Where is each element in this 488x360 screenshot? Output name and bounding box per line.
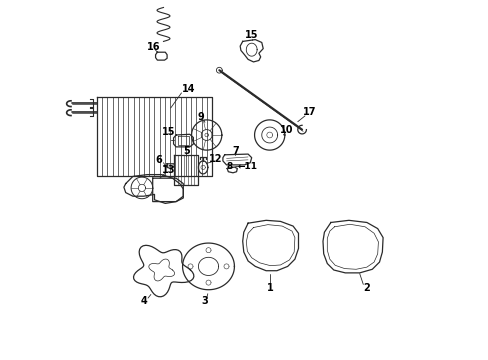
Text: 5: 5 [183,146,189,156]
Text: 8: 8 [226,162,233,171]
Text: 7: 7 [232,146,238,156]
Text: 15: 15 [244,30,258,40]
Text: 16: 16 [146,42,160,52]
Text: 1: 1 [266,283,273,293]
Text: 9: 9 [198,112,204,122]
Text: 3: 3 [201,296,208,306]
Text: 13: 13 [162,165,175,175]
Text: 17: 17 [302,107,315,117]
Text: 14: 14 [182,84,195,94]
Text: 6: 6 [156,155,162,165]
Text: 4: 4 [141,296,147,306]
Text: 12: 12 [208,154,222,164]
Text: 15: 15 [162,127,175,138]
Text: 10: 10 [280,125,293,135]
Text: 2: 2 [363,283,369,293]
Text: ←11: ←11 [237,162,257,171]
